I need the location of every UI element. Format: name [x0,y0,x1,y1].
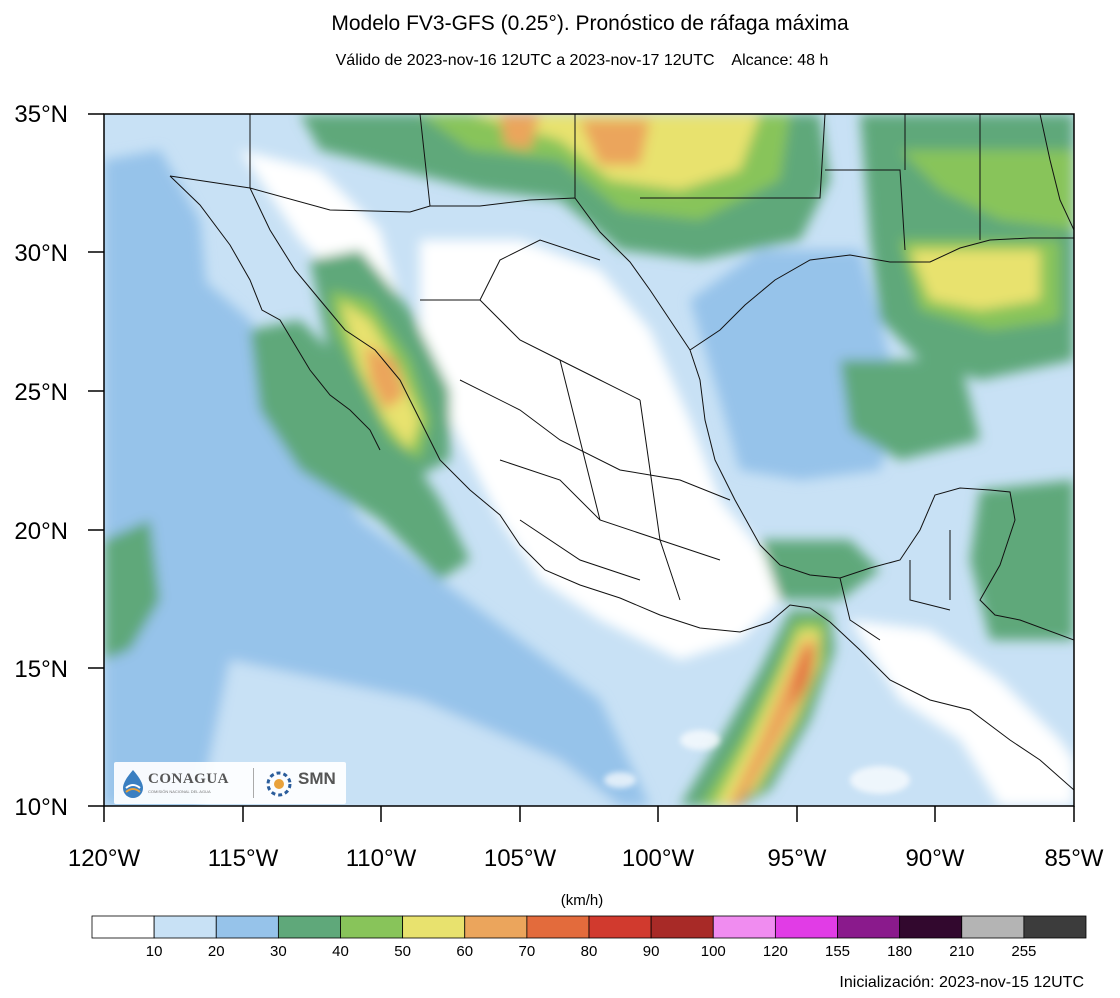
colorbar-tick-label: 30 [270,943,287,960]
colorbar-tick-label: 100 [701,943,726,960]
lon-label: 95°W [768,845,827,872]
lat-label: 35°N [14,101,68,128]
colorbar-swatch [774,915,838,939]
smn-logo-icon [266,771,292,797]
lon-label: 100°W [622,845,695,872]
colorbar-swatch [1023,915,1087,939]
colorbar-swatch [526,915,590,939]
lat-label: 20°N [14,518,68,545]
colorbar-tick-label: 60 [456,943,473,960]
lon-label: 115°W [208,845,279,872]
colorbar-tick-label: 155 [825,943,850,960]
gust-field [104,114,1074,806]
lat-label: 25°N [14,379,68,406]
map-frame [103,113,1075,807]
initialization-time: Inicialización: 2023-nov-15 12UTC [839,974,1084,991]
colorbar-swatch [464,915,528,939]
colorbar-tick-label: 210 [949,943,974,960]
logo-divider [253,768,254,798]
lat-label: 15°N [14,656,68,683]
colorbar-swatch [340,915,404,939]
lon-label: 105°W [484,845,557,872]
colorbar-swatch [650,915,714,939]
longitude-axis: 120°W 115°W 110°W 105°W 100°W 95°W 90°W … [68,806,1104,872]
colorbar-tick-label: 255 [1011,943,1036,960]
colorbar: 10 20 30 40 50 60 70 80 90 100 120 155 180 210 255 [91,915,1087,960]
colorbar-swatch [899,915,963,939]
map-title: Modelo FV3-GFS (0.25°). Pronóstico de rá… [331,12,849,35]
coastlines [169,114,1074,791]
colorbar-swatch [277,915,341,939]
lon-label: 85°W [1045,845,1104,872]
map-subtitle: Válido de 2023-nov-16 12UTC a 2023-nov-1… [335,52,829,69]
conagua-subtitle: COMISIÓN NACIONAL DEL AGUA [148,789,211,794]
lon-label: 110°W [346,845,417,872]
colorbar-swatch [153,915,217,939]
colorbar-tick-label: 180 [887,943,912,960]
colorbar-tick-label: 120 [763,943,788,960]
latitude-axis: 35°N 30°N 25°N 20°N 15°N 10°N [14,101,104,821]
lat-label: 30°N [14,240,68,267]
smn-logo: SMN [298,769,336,788]
conagua-logo-icon [123,770,143,798]
colorbar-swatch [91,915,155,939]
colorbar-tick-label: 50 [394,943,411,960]
colorbar-tick-label: 80 [581,943,598,960]
colorbar-tick-label: 40 [332,943,349,960]
colorbar-swatch [215,915,279,939]
lon-label: 120°W [68,845,141,872]
colorbar-tick-label: 90 [643,943,660,960]
colorbar-swatch [402,915,466,939]
colorbar-tick-label: 70 [519,943,536,960]
conagua-logo: CONAGUA [148,771,229,787]
lat-label: 10°N [14,794,68,821]
colorbar-units: (km/h) [560,892,604,909]
colorbar-tick-label: 20 [208,943,225,960]
colorbar-swatch [837,915,901,939]
logo-panel: CONAGUA COMISIÓN NACIONAL DEL AGUA SMN [114,762,346,804]
colorbar-swatch [961,915,1025,939]
colorbar-swatch [588,915,652,939]
lon-label: 90°W [906,845,965,872]
colorbar-tick-label: 10 [146,943,163,960]
colorbar-swatch [712,915,776,939]
